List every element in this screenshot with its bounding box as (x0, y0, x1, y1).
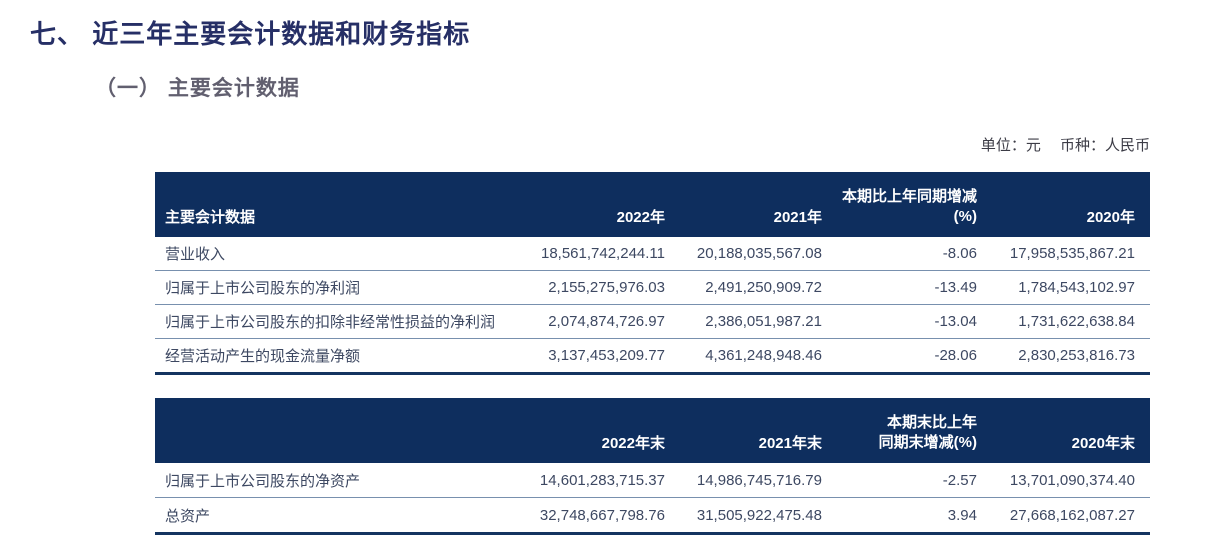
table-yearend-body: 归属于上市公司股东的净资产 14,601,283,715.37 14,986,7… (155, 463, 1150, 535)
header-change-line2: 同期末增减(%) (878, 434, 977, 451)
accounting-data-table-annual: 主要会计数据 2022年 2021年 本期比上年同期增减 (%) 2020年 营… (155, 172, 1150, 375)
header-row: 2022年末 2021年末 本期末比上年 同期末增减(%) 2020年末 (155, 398, 1150, 463)
value-change: -2.57 (822, 463, 977, 498)
value-2021: 31,505,922,475.48 (665, 497, 822, 535)
value-2022: 18,561,742,244.11 (510, 237, 665, 271)
value-2022: 3,137,453,209.77 (510, 338, 665, 375)
unit-currency-note: 单位：元 币种：人民币 (980, 137, 1150, 154)
header-yearend-2020: 2020年末 (977, 398, 1150, 463)
value-2020: 1,731,622,638.84 (977, 304, 1150, 339)
table-row: 经营活动产生的现金流量净额 3,137,453,209.77 4,361,248… (155, 338, 1150, 375)
header-year-2020: 2020年 (977, 172, 1150, 237)
header-yearend-2022: 2022年末 (510, 398, 665, 463)
row-label: 归属于上市公司股东的扣除非经常性损益的净利润 (155, 304, 510, 339)
table-yearend: 2022年末 2021年末 本期末比上年 同期末增减(%) 2020年末 归属于… (155, 398, 1150, 535)
accounting-data-table-yearend: 2022年末 2021年末 本期末比上年 同期末增减(%) 2020年末 归属于… (155, 398, 1150, 535)
header-yearend-change-pct: 本期末比上年 同期末增减(%) (822, 398, 977, 463)
value-2022: 32,748,667,798.76 (510, 497, 665, 535)
header-row: 主要会计数据 2022年 2021年 本期比上年同期增减 (%) 2020年 (155, 172, 1150, 237)
header-yearend-2021: 2021年末 (665, 398, 822, 463)
value-2021: 20,188,035,567.08 (665, 237, 822, 271)
table-annual: 主要会计数据 2022年 2021年 本期比上年同期增减 (%) 2020年 营… (155, 172, 1150, 375)
header-empty (155, 398, 510, 463)
value-2020: 1,784,543,102.97 (977, 270, 1150, 305)
header-change-line1: 本期比上年同期增减 (841, 188, 977, 205)
table-row: 归属于上市公司股东的净资产 14,601,283,715.37 14,986,7… (155, 463, 1150, 498)
value-2021: 2,491,250,909.72 (665, 270, 822, 305)
value-change: -8.06 (822, 237, 977, 271)
row-label: 经营活动产生的现金流量净额 (155, 338, 510, 375)
value-change: -13.49 (822, 270, 977, 305)
value-2021: 4,361,248,948.46 (665, 338, 822, 375)
value-2021: 2,386,051,987.21 (665, 304, 822, 339)
table-row: 归属于上市公司股东的净利润 2,155,275,976.03 2,491,250… (155, 270, 1150, 305)
table-row: 总资产 32,748,667,798.76 31,505,922,475.48 … (155, 497, 1150, 535)
table-row: 归属于上市公司股东的扣除非经常性损益的净利润 2,074,874,726.97 … (155, 304, 1150, 339)
row-label: 总资产 (155, 497, 510, 535)
header-main-accounting-data: 主要会计数据 (155, 172, 510, 237)
header-change-line2: (%) (953, 208, 977, 225)
value-2022: 14,601,283,715.37 (510, 463, 665, 498)
value-2020: 17,958,535,867.21 (977, 237, 1150, 271)
value-change: -28.06 (822, 338, 977, 375)
header-year-2022: 2022年 (510, 172, 665, 237)
header-change-pct: 本期比上年同期增减 (%) (822, 172, 977, 237)
value-2021: 14,986,745,716.79 (665, 463, 822, 498)
value-change: 3.94 (822, 497, 977, 535)
value-change: -13.04 (822, 304, 977, 339)
table-annual-body: 营业收入 18,561,742,244.11 20,188,035,567.08… (155, 237, 1150, 375)
value-2020: 13,701,090,374.40 (977, 463, 1150, 498)
row-label: 归属于上市公司股东的净利润 (155, 270, 510, 305)
value-2022: 2,155,275,976.03 (510, 270, 665, 305)
row-label: 归属于上市公司股东的净资产 (155, 463, 510, 498)
table-row: 营业收入 18,561,742,244.11 20,188,035,567.08… (155, 237, 1150, 271)
value-2020: 27,668,162,087.27 (977, 497, 1150, 535)
table-yearend-header: 2022年末 2021年末 本期末比上年 同期末增减(%) 2020年末 (155, 398, 1150, 463)
value-2022: 2,074,874,726.97 (510, 304, 665, 339)
header-change-line1: 本期末比上年 (886, 414, 977, 431)
value-2020: 2,830,253,816.73 (977, 338, 1150, 375)
section-title: 七、 近三年主要会计数据和财务指标 (30, 19, 471, 49)
table-annual-header: 主要会计数据 2022年 2021年 本期比上年同期增减 (%) 2020年 (155, 172, 1150, 237)
header-year-2021: 2021年 (665, 172, 822, 237)
row-label: 营业收入 (155, 237, 510, 271)
subsection-title: （一） 主要会计数据 (95, 77, 300, 100)
